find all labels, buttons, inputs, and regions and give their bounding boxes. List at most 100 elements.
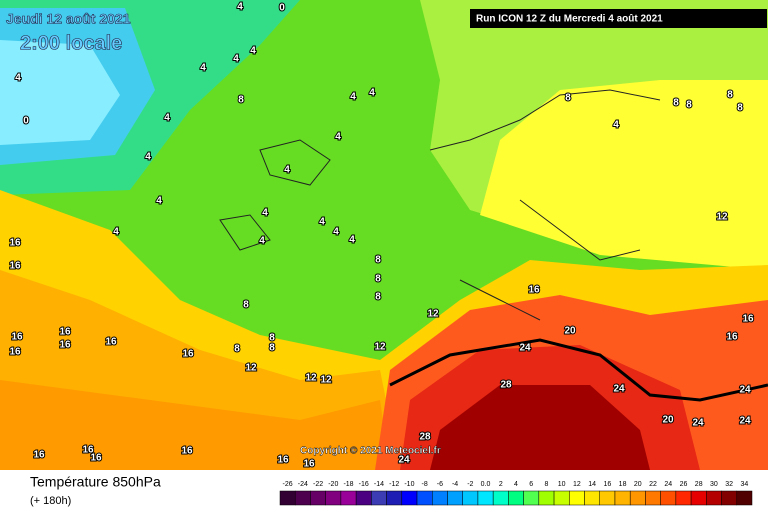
legend-tick-label: -10: [404, 481, 414, 488]
legend-swatch: [599, 490, 616, 506]
legend-tick-label: 34: [740, 481, 748, 488]
legend-tick-label: -22: [313, 481, 323, 488]
legend-swatch: [401, 490, 418, 506]
contour-label: 4: [350, 92, 356, 103]
contour-label: 4: [145, 152, 151, 163]
legend-swatch: [736, 490, 753, 506]
legend-swatch: [432, 490, 448, 506]
contour-label: 4: [284, 165, 290, 176]
legend-tick-label: 24: [664, 481, 672, 488]
contour-label: 8: [234, 344, 240, 355]
legend-swatch: [675, 490, 692, 506]
legend-tick-label: 2: [499, 481, 503, 488]
contour-label: 28: [500, 380, 512, 391]
contour-label: 16: [59, 340, 71, 351]
date-label: Jeudi 12 août 2021: [6, 11, 131, 27]
contour-label: 4: [164, 113, 170, 124]
contour-label: 16: [303, 459, 315, 470]
legend-tick-label: 22: [649, 481, 657, 488]
contour-label: 16: [11, 332, 23, 343]
contour-label: 8: [737, 103, 743, 114]
copyright: Copyright © 2021 Meteociel.fr: [300, 446, 441, 457]
legend-subtitle: (+ 180h): [30, 495, 71, 507]
contour-label: 8: [269, 343, 275, 354]
contour-label: 4: [250, 46, 256, 57]
legend-tick-label: 12: [573, 481, 581, 488]
hot-zone: [430, 385, 650, 470]
contour-label: 16: [181, 446, 193, 457]
contour-label: 8: [375, 274, 381, 285]
contour-label: 16: [82, 445, 94, 456]
contour-label: 8: [375, 255, 381, 266]
legend-swatch: [614, 490, 631, 506]
contour-label: 16: [182, 349, 194, 360]
legend-tick-label: 6: [529, 481, 533, 488]
contour-label: 16: [9, 261, 21, 272]
contour-label: 4: [333, 227, 339, 238]
contour-label: 16: [33, 450, 45, 461]
contour-label: 8: [375, 292, 381, 303]
legend-swatch: [371, 490, 387, 506]
contour-label: 8: [238, 95, 244, 106]
warm-zone: [480, 80, 768, 270]
legend-swatch: [325, 490, 342, 506]
legend-swatch: [660, 490, 677, 506]
legend-tick-label: 16: [603, 481, 611, 488]
coastline: [219, 89, 661, 321]
legend-tick-label: 14: [588, 481, 596, 488]
contour-label: 12: [245, 363, 257, 374]
contour-label: 12: [716, 212, 728, 223]
legend-swatch: [492, 490, 509, 506]
legend-tick-label: -12: [389, 481, 399, 488]
legend-swatch: [294, 490, 311, 506]
legend-tick-label: 32: [725, 481, 733, 488]
contour-label: 28: [419, 432, 431, 443]
legend-tick-label: -18: [343, 481, 353, 488]
contour-label: 16: [9, 347, 21, 358]
contour-label: 12: [427, 309, 439, 320]
legend-swatch: [477, 490, 494, 506]
contour-label: 16: [277, 455, 289, 466]
contour-label: 4: [369, 88, 375, 99]
legend-swatch: [310, 490, 326, 506]
legend-swatch: [629, 490, 646, 506]
time-label: 2:00 locale: [20, 32, 122, 54]
legend-tick-label: 8: [544, 481, 548, 488]
legend-swatch: [706, 490, 722, 506]
contour-label: 0: [23, 116, 29, 127]
contour-label: 4: [156, 196, 162, 207]
contour-label: 8: [686, 100, 692, 111]
contour-label: 8: [243, 300, 249, 311]
legend-swatch: [416, 490, 433, 506]
legend-swatch: [584, 490, 600, 506]
legend-tick-label: 18: [619, 481, 627, 488]
contour-label: 24: [739, 416, 751, 427]
legend-swatch: [523, 490, 540, 506]
contour-label: 24: [739, 385, 751, 396]
contour-label: 12: [320, 375, 332, 386]
contour-label: 4: [349, 235, 355, 246]
contour-label: 4: [15, 73, 21, 84]
legend-swatch: [447, 490, 463, 506]
legend-swatch: [340, 490, 357, 506]
contour-label: 16: [528, 285, 540, 296]
contour-label: 16: [9, 238, 21, 249]
contour-label: 16: [59, 327, 71, 338]
legend-tick-label: -8: [422, 481, 428, 488]
legend-swatch: [645, 490, 661, 506]
contour-label: 4: [613, 120, 619, 131]
legend-tick-label: 20: [634, 481, 642, 488]
legend-tick-label: 26: [680, 481, 688, 488]
legend-tick-label: 4: [514, 481, 518, 488]
run-box: [470, 9, 767, 28]
legend-swatch: [462, 490, 479, 506]
contour-label: 4: [200, 63, 206, 74]
legend-swatch: [538, 490, 555, 506]
legend-swatch: [279, 490, 296, 506]
legend-swatch: [386, 490, 403, 506]
contour-label: 4: [262, 208, 268, 219]
contour-label: 24: [613, 384, 625, 395]
legend-tick-label: 28: [695, 481, 703, 488]
contour-label: 4: [113, 227, 119, 238]
contour-label: 12: [374, 342, 386, 353]
